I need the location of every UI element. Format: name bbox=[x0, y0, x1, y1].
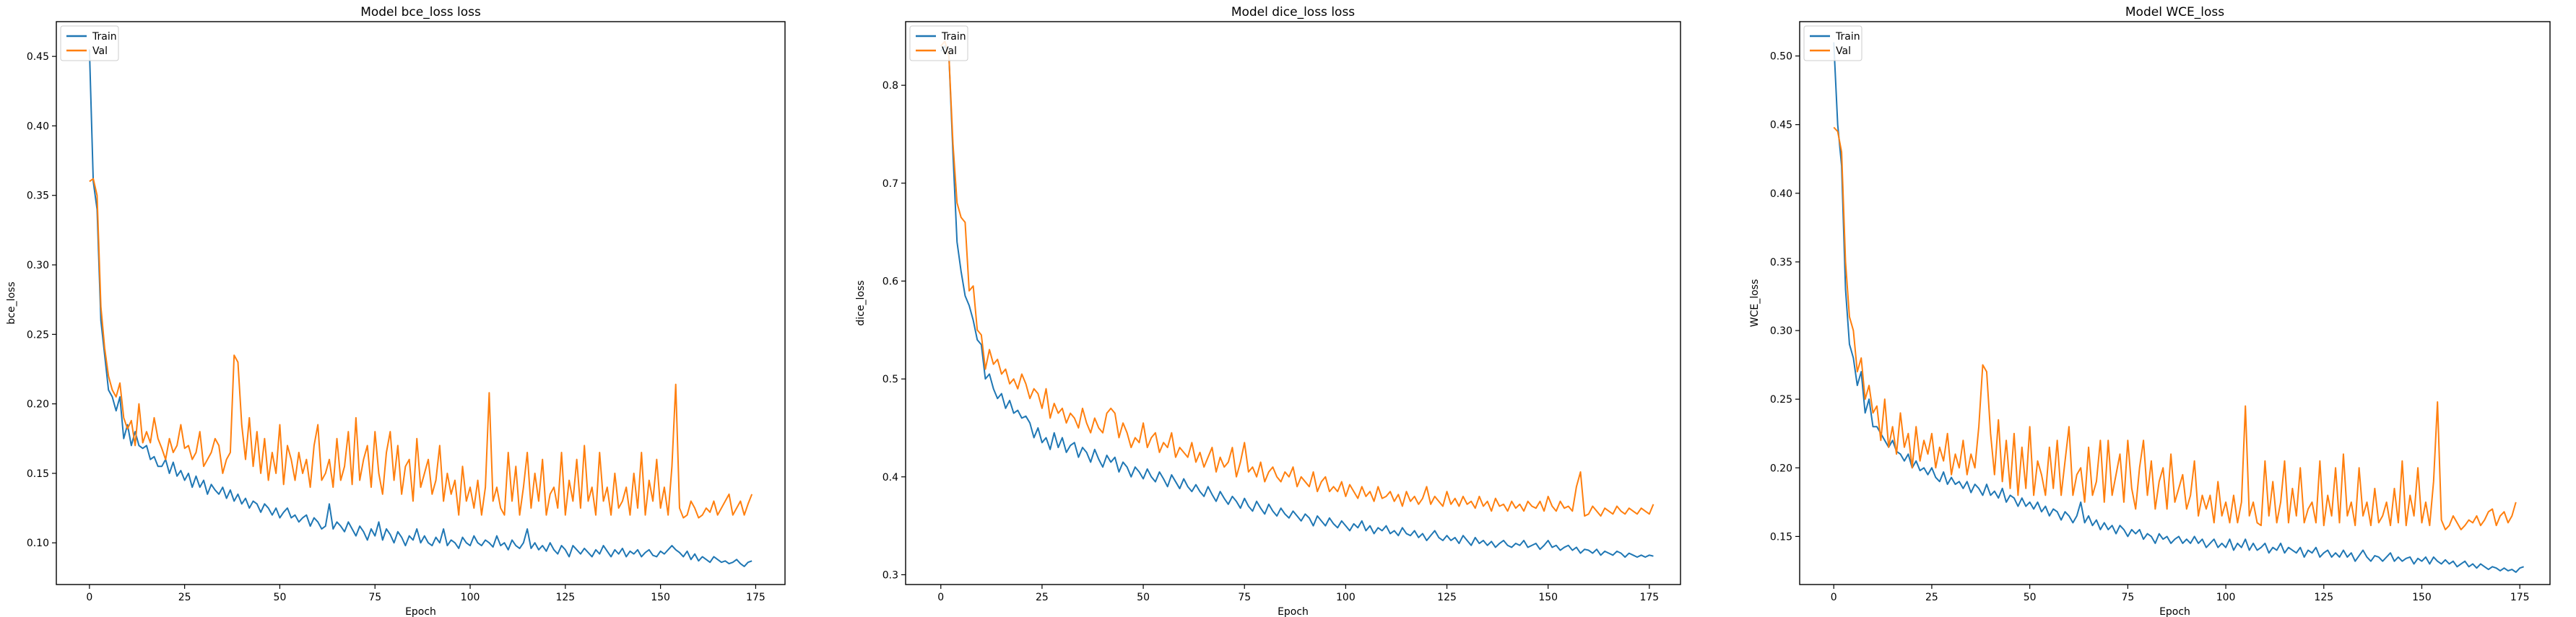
x-tick-label: 100 bbox=[2216, 592, 2236, 603]
y-tick-label: 0.50 bbox=[1770, 51, 1792, 63]
y-axis-label: bce_loss bbox=[6, 281, 17, 324]
y-tick-label: 0.5 bbox=[882, 374, 898, 385]
series-line-train bbox=[88, 49, 753, 567]
plot-area-frame bbox=[56, 21, 786, 585]
chart-panel-2: 0 25 50 75 100 125 150 175 0.3 0.4 0.5 0.6 0.7 0.8 Mod… bbox=[855, 5, 1681, 617]
y-tick-label: 0.45 bbox=[1770, 120, 1792, 131]
x-tick-label: 0 bbox=[86, 592, 92, 603]
legend-label-train: Train bbox=[941, 31, 966, 43]
legend-box bbox=[1803, 25, 1862, 61]
y-tick-label: 0.45 bbox=[27, 51, 49, 63]
x-tick-label: 100 bbox=[461, 592, 480, 603]
chart-title: Model dice_loss loss bbox=[1231, 5, 1355, 19]
x-tick-label: 125 bbox=[1437, 592, 1457, 603]
y-tick-label: 0.20 bbox=[1770, 463, 1792, 474]
y-tick-label: 0.40 bbox=[1770, 188, 1792, 200]
series-line-train bbox=[940, 45, 1654, 559]
y-tick-label: 0.20 bbox=[27, 399, 49, 411]
x-tick-label: 125 bbox=[555, 592, 575, 603]
legend: Train Val bbox=[909, 25, 968, 61]
y-tick-label: 0.25 bbox=[27, 329, 49, 341]
y-tick-label: 0.10 bbox=[27, 538, 49, 549]
x-tick-label: 25 bbox=[178, 592, 191, 603]
x-tick-label: 175 bbox=[746, 592, 766, 603]
x-tick-label: 0 bbox=[1831, 592, 1837, 603]
y-axis-label: dice_loss bbox=[855, 280, 867, 325]
legend-box bbox=[909, 25, 968, 61]
y-tick-label: 0.3 bbox=[882, 569, 898, 581]
y-tick-label: 0.4 bbox=[882, 472, 898, 483]
y-tick-label: 0.30 bbox=[27, 260, 49, 271]
x-tick-label: 150 bbox=[651, 592, 670, 603]
x-tick-label: 75 bbox=[1238, 592, 1251, 603]
y-tick-label: 0.15 bbox=[1770, 531, 1792, 543]
y-tick-label: 0.15 bbox=[27, 468, 49, 480]
y-tick-label: 0.30 bbox=[1770, 325, 1792, 337]
x-tick-label: 100 bbox=[1336, 592, 1356, 603]
x-axis-label: Epoch bbox=[405, 606, 436, 617]
x-axis-label: Epoch bbox=[2159, 606, 2190, 617]
x-tick-label: 150 bbox=[2412, 592, 2432, 603]
y-tick-label: 0.35 bbox=[27, 191, 49, 202]
chart-panel-1: 0 25 50 75 100 125 150 175 0.10 0.15 0.20 0.25 0.30 0… bbox=[6, 5, 786, 617]
x-tick-label: 0 bbox=[937, 592, 944, 603]
chart-title: Model bce_loss loss bbox=[360, 5, 481, 19]
legend-label-val: Val bbox=[1836, 45, 1851, 57]
plot-area-frame bbox=[905, 21, 1681, 585]
y-tick-label: 0.40 bbox=[27, 121, 49, 132]
x-tick-label: 125 bbox=[2314, 592, 2333, 603]
plot-area-frame bbox=[1799, 21, 2551, 585]
x-tick-label: 25 bbox=[1925, 592, 1938, 603]
x-tick-label: 175 bbox=[1639, 592, 1659, 603]
legend-label-val: Val bbox=[92, 45, 108, 57]
y-tick-label: 0.7 bbox=[882, 178, 898, 190]
x-tick-label: 50 bbox=[1137, 592, 1150, 603]
legend-box bbox=[60, 25, 119, 61]
y-tick-label: 0.35 bbox=[1770, 257, 1792, 268]
y-tick-label: 0.8 bbox=[882, 80, 898, 92]
y-axis-label: WCE_loss bbox=[1749, 279, 1761, 328]
x-tick-label: 75 bbox=[2121, 592, 2134, 603]
x-tick-label: 75 bbox=[368, 592, 381, 603]
legend-label-train: Train bbox=[92, 31, 117, 43]
chart-panel-3: 0 25 50 75 100 125 150 175 0.15 0.20 0.25 0.30 0.35 0… bbox=[1749, 5, 2551, 617]
y-tick-label: 0.25 bbox=[1770, 394, 1792, 406]
x-tick-label: 50 bbox=[2024, 592, 2037, 603]
series-line-val bbox=[1833, 126, 2517, 530]
series-line-val bbox=[89, 178, 753, 519]
series-line-train bbox=[1833, 42, 2524, 573]
x-tick-label: 150 bbox=[1538, 592, 1558, 603]
legend: Train Val bbox=[60, 25, 119, 61]
chart-title: Model WCE_loss bbox=[2125, 5, 2224, 19]
x-tick-label: 25 bbox=[1036, 592, 1049, 603]
legend: Train Val bbox=[1803, 25, 1862, 61]
x-tick-label: 50 bbox=[274, 592, 287, 603]
x-axis-label: Epoch bbox=[1278, 606, 1309, 617]
legend-label-val: Val bbox=[942, 45, 957, 57]
x-tick-label: 175 bbox=[2510, 592, 2530, 603]
legend-label-train: Train bbox=[1835, 31, 1860, 43]
series-line-val bbox=[940, 40, 1655, 517]
y-tick-label: 0.6 bbox=[882, 276, 898, 287]
